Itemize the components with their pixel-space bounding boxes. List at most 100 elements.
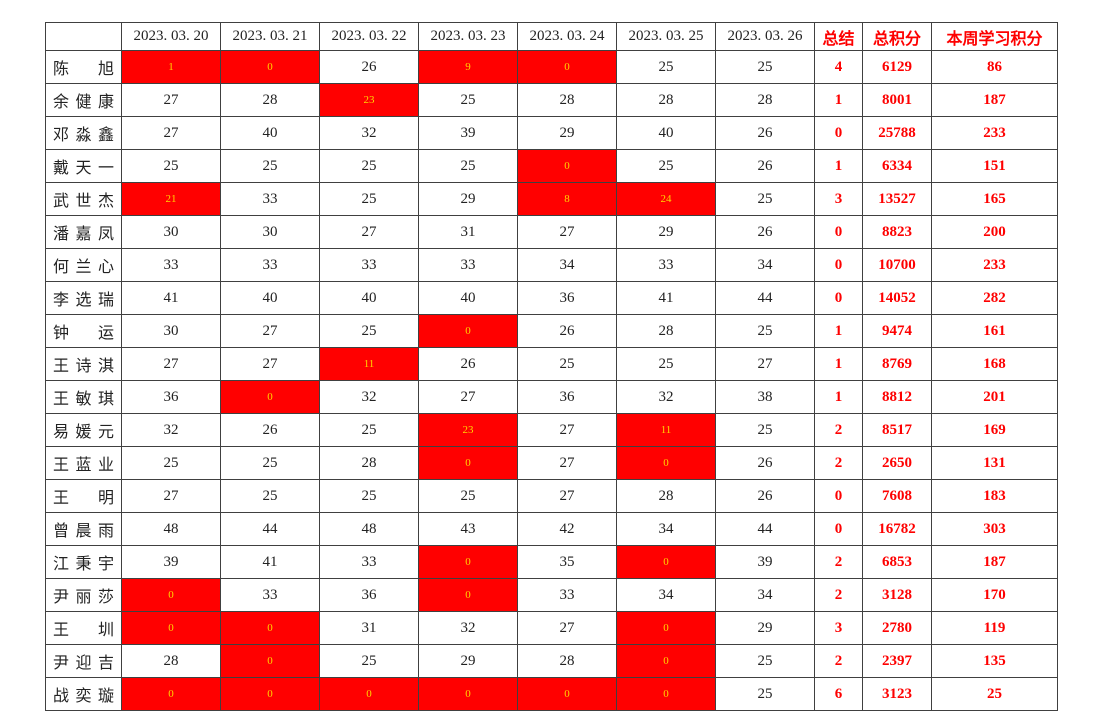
week-points-cell[interactable]: 303 [931,512,1058,546]
day-score-cell[interactable]: 30 [121,215,221,249]
day-score-cell[interactable]: 27 [319,215,419,249]
total-points-cell[interactable]: 7608 [862,479,932,513]
day-score-cell[interactable]: 32 [121,413,221,447]
day-score-cell-highlighted[interactable]: 0 [319,677,419,711]
date-header-cell[interactable]: 2023. 03. 25 [616,22,716,51]
day-score-cell-highlighted[interactable]: 1 [121,50,221,84]
day-score-cell[interactable]: 44 [715,512,815,546]
day-score-cell-highlighted[interactable]: 0 [220,50,320,84]
day-score-cell[interactable]: 41 [220,545,320,579]
day-score-cell[interactable]: 44 [715,281,815,315]
student-name-cell[interactable]: 李选瑞 [45,281,122,315]
day-score-cell[interactable]: 36 [319,578,419,612]
day-score-cell[interactable]: 28 [220,83,320,117]
day-score-cell-highlighted[interactable]: 0 [220,380,320,414]
day-score-cell[interactable]: 41 [616,281,716,315]
day-score-cell-highlighted[interactable]: 0 [121,578,221,612]
student-name-cell[interactable]: 陈旭 [45,50,122,84]
week-points-cell[interactable]: 131 [931,446,1058,480]
summary-count-cell[interactable]: 1 [814,314,863,348]
day-score-cell[interactable]: 32 [319,116,419,150]
total-points-cell[interactable]: 6853 [862,545,932,579]
day-score-cell-highlighted[interactable]: 0 [418,314,518,348]
day-score-cell[interactable]: 40 [220,116,320,150]
day-score-cell[interactable]: 27 [517,479,617,513]
day-score-cell[interactable]: 33 [517,578,617,612]
summary-count-cell[interactable]: 2 [814,446,863,480]
day-score-cell[interactable]: 33 [121,248,221,282]
week-points-cell[interactable]: 233 [931,116,1058,150]
day-score-cell[interactable]: 25 [319,644,419,678]
day-score-cell[interactable]: 26 [715,149,815,183]
day-score-cell[interactable]: 26 [715,479,815,513]
day-score-cell[interactable]: 40 [616,116,716,150]
student-name-cell[interactable]: 尹丽莎 [45,578,122,612]
day-score-cell-highlighted[interactable]: 0 [616,677,716,711]
day-score-cell[interactable]: 33 [220,182,320,216]
day-score-cell[interactable]: 27 [220,314,320,348]
day-score-cell[interactable]: 33 [616,248,716,282]
day-score-cell[interactable]: 27 [121,116,221,150]
summary-count-cell[interactable]: 2 [814,413,863,447]
day-score-cell-highlighted[interactable]: 0 [121,677,221,711]
total-points-cell[interactable]: 2397 [862,644,932,678]
day-score-cell[interactable]: 25 [319,413,419,447]
day-score-cell[interactable]: 33 [220,578,320,612]
week-points-cell[interactable]: 25 [931,677,1058,711]
day-score-cell[interactable]: 25 [121,149,221,183]
day-score-cell[interactable]: 28 [616,314,716,348]
summary-count-cell[interactable]: 1 [814,83,863,117]
day-score-cell[interactable]: 48 [121,512,221,546]
week-points-cell[interactable]: 119 [931,611,1058,645]
day-score-cell-highlighted[interactable]: 0 [517,149,617,183]
week-points-cell[interactable]: 170 [931,578,1058,612]
day-score-cell[interactable]: 28 [319,446,419,480]
week-points-cell[interactable]: 201 [931,380,1058,414]
week-points-cell[interactable]: 200 [931,215,1058,249]
student-name-cell[interactable]: 武世杰 [45,182,122,216]
day-score-cell[interactable]: 27 [517,413,617,447]
total-points-cell[interactable]: 8823 [862,215,932,249]
day-score-cell[interactable]: 25 [121,446,221,480]
week-points-cell[interactable]: 282 [931,281,1058,315]
day-score-cell[interactable]: 31 [319,611,419,645]
student-name-cell[interactable]: 王诗淇 [45,347,122,381]
week-points-cell[interactable]: 187 [931,545,1058,579]
total-points-cell[interactable]: 13527 [862,182,932,216]
day-score-cell[interactable]: 25 [319,182,419,216]
student-name-cell[interactable]: 钟运 [45,314,122,348]
day-score-cell[interactable]: 26 [715,116,815,150]
day-score-cell-highlighted[interactable]: 0 [418,446,518,480]
day-score-cell[interactable]: 26 [517,314,617,348]
day-score-cell[interactable]: 36 [121,380,221,414]
day-score-cell[interactable]: 26 [319,50,419,84]
day-score-cell[interactable]: 33 [418,248,518,282]
day-score-cell[interactable]: 40 [319,281,419,315]
day-score-cell[interactable]: 32 [616,380,716,414]
summary-header-cell[interactable]: 总积分 [862,22,932,51]
day-score-cell-highlighted[interactable]: 0 [220,611,320,645]
total-points-cell[interactable]: 8517 [862,413,932,447]
day-score-cell-highlighted[interactable]: 23 [418,413,518,447]
day-score-cell-highlighted[interactable]: 0 [418,677,518,711]
day-score-cell-highlighted[interactable]: 0 [418,545,518,579]
date-header-cell[interactable]: 2023. 03. 26 [715,22,815,51]
day-score-cell[interactable]: 40 [220,281,320,315]
day-score-cell[interactable]: 25 [616,50,716,84]
summary-count-cell[interactable]: 0 [814,512,863,546]
day-score-cell[interactable]: 28 [616,479,716,513]
day-score-cell[interactable]: 25 [418,479,518,513]
week-points-cell[interactable]: 168 [931,347,1058,381]
student-name-cell[interactable]: 曾晨雨 [45,512,122,546]
day-score-cell[interactable]: 39 [418,116,518,150]
summary-count-cell[interactable]: 2 [814,545,863,579]
total-points-cell[interactable]: 3123 [862,677,932,711]
summary-count-cell[interactable]: 6 [814,677,863,711]
day-score-cell-highlighted[interactable]: 0 [616,644,716,678]
total-points-cell[interactable]: 8812 [862,380,932,414]
week-points-cell[interactable]: 161 [931,314,1058,348]
student-name-cell[interactable]: 江秉宇 [45,545,122,579]
day-score-cell-highlighted[interactable]: 0 [517,50,617,84]
day-score-cell[interactable]: 29 [418,644,518,678]
day-score-cell[interactable]: 29 [517,116,617,150]
